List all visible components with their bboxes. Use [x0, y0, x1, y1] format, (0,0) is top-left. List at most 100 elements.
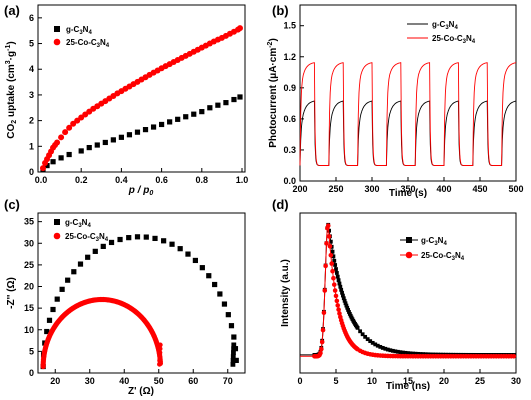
panel-c-label: (c) — [4, 197, 20, 212]
legend-marker-g-c3n4 — [406, 237, 412, 243]
data-point-g-c3n4 — [94, 142, 100, 148]
y-tick-label: 3 — [29, 90, 34, 100]
data-point-g-c3n4 — [217, 291, 223, 297]
y-tick-label: 0.6 — [283, 114, 296, 124]
y-tick-label: 6 — [29, 13, 34, 23]
panel-c-ylabel: -Z'' (Ω) — [6, 277, 17, 309]
data-point-g-c3n4 — [86, 144, 92, 151]
series-line-25-co-c3n4 — [300, 223, 516, 357]
data-point-g-c3n4 — [126, 132, 133, 138]
panel-c: (c) 20 30 40 50 60 70 0 5 10 15 20 25 30 35 g-C3N4 25… — [4, 197, 246, 397]
data-point-g-c3n4 — [342, 298, 347, 303]
data-point-25-co-c3n4 — [320, 327, 326, 333]
data-point-g-c3n4 — [118, 134, 124, 140]
data-point-g-c3n4 — [363, 334, 368, 339]
panel-b-frame — [299, 4, 517, 182]
data-point-g-c3n4 — [207, 105, 213, 111]
data-point-g-c3n4 — [65, 277, 71, 283]
data-point-25-co-c3n4 — [328, 253, 334, 258]
x-tick-label: 250 — [328, 184, 343, 194]
data-point-25-co-c3n4 — [157, 358, 163, 363]
data-point-25-co-c3n4 — [157, 354, 163, 359]
data-point-g-c3n4 — [221, 301, 228, 307]
data-point-25-co-c3n4 — [62, 129, 69, 136]
data-point-g-c3n4 — [50, 159, 56, 165]
data-point-g-c3n4 — [328, 239, 333, 244]
data-point-g-c3n4 — [344, 303, 349, 308]
x-tick-label: 10 — [367, 376, 377, 386]
data-point-g-c3n4 — [375, 343, 380, 348]
data-point-g-c3n4 — [333, 263, 338, 267]
data-point-25-co-c3n4 — [333, 293, 339, 299]
data-point-g-c3n4 — [192, 257, 198, 264]
data-point-g-c3n4 — [401, 350, 405, 355]
y-tick-label: 30 — [24, 238, 34, 248]
data-point-g-c3n4 — [334, 271, 339, 275]
x-tick-label: 20 — [439, 376, 449, 386]
data-point-25-co-c3n4 — [66, 124, 73, 131]
data-point-g-c3n4 — [334, 267, 338, 271]
panel-b: (b) 200 250 300 350 400 450 500 0.0 0.3 0.6 0.9 1.2… — [267, 3, 524, 199]
panel-a-label: (a) — [4, 3, 20, 18]
data-point-25-co-c3n4 — [58, 134, 65, 141]
data-point-g-c3n4 — [152, 235, 158, 242]
y-tick-label: 0.0 — [283, 176, 296, 186]
data-point-g-c3n4 — [134, 129, 141, 135]
panel-c-points — [40, 234, 239, 370]
x-tick-label: 50 — [154, 376, 164, 386]
y-tick-label: 15 — [24, 303, 34, 313]
panel-d: (d) 0 5 10 15 20 25 30 g-C3N4 25-Co-C3N4 Time … — [272, 197, 521, 392]
data-point-g-c3n4 — [345, 305, 350, 310]
data-point-g-c3n4 — [339, 287, 344, 292]
data-point-g-c3n4 — [159, 121, 165, 128]
y-tick-label: 25 — [24, 260, 34, 270]
data-point-g-c3n4 — [373, 342, 378, 347]
data-point-g-c3n4 — [215, 102, 221, 108]
data-point-g-c3n4 — [365, 337, 370, 342]
data-point-g-c3n4 — [330, 249, 335, 254]
legend-marker-25-co-c3n4 — [53, 38, 61, 46]
data-point-g-c3n4 — [175, 116, 181, 122]
data-point-25-co-c3n4 — [324, 241, 329, 246]
data-point-g-c3n4 — [358, 329, 363, 334]
data-point-g-c3n4 — [199, 109, 205, 115]
data-point-g-c3n4 — [393, 349, 398, 354]
x-tick-label: 500 — [508, 184, 523, 194]
data-point-g-c3n4 — [237, 94, 243, 100]
data-point-g-c3n4 — [341, 296, 346, 301]
data-point-g-c3n4 — [335, 274, 340, 279]
data-point-25-co-c3n4 — [157, 342, 163, 348]
x-tick-label: 350 — [400, 184, 415, 194]
data-point-25-co-c3n4 — [157, 361, 162, 367]
data-point-g-c3n4 — [177, 246, 183, 252]
data-point-g-c3n4 — [230, 361, 236, 367]
panel-d-ylabel: Intensity (a.u.) — [280, 259, 291, 327]
panel-b-ylabel: Photocurrent (μA·cm-2) — [267, 38, 279, 148]
data-point-25-co-c3n4 — [331, 275, 336, 281]
legend-label-25-co-c3n4: 25-Co-C3N4 — [65, 232, 109, 243]
x-tick-label: 25 — [475, 376, 485, 386]
data-point-25-co-c3n4 — [511, 353, 517, 359]
data-point-g-c3n4 — [231, 96, 237, 103]
panel-b-xlabel: Time (s) — [389, 188, 427, 199]
data-point-g-c3n4 — [390, 348, 395, 353]
data-point-g-c3n4 — [343, 301, 348, 306]
data-point-g-c3n4 — [100, 243, 106, 250]
legend-marker-g-c3n4 — [54, 219, 60, 225]
x-tick-label: 200 — [292, 184, 307, 194]
data-point-25-co-c3n4 — [236, 25, 243, 32]
x-tick-label: 40 — [119, 376, 129, 386]
x-tick-label: 400 — [436, 184, 451, 194]
panel-b-label: (b) — [272, 3, 289, 18]
data-point-25-co-c3n4 — [337, 311, 342, 316]
data-point-g-c3n4 — [167, 119, 173, 125]
panel-b-ticks: 200 250 300 350 400 450 500 0.0 0.3 0.6 0.9 1.2 1.5 — [283, 21, 523, 194]
data-point-g-c3n4 — [126, 235, 132, 241]
x-tick-label: 0 — [297, 376, 302, 386]
data-point-g-c3n4 — [44, 328, 50, 335]
data-point-25-co-c3n4 — [322, 288, 328, 293]
y-tick-label: 5 — [29, 346, 34, 356]
data-point-g-c3n4 — [230, 354, 236, 359]
data-point-g-c3n4 — [78, 148, 84, 154]
data-point-g-c3n4 — [398, 350, 403, 355]
